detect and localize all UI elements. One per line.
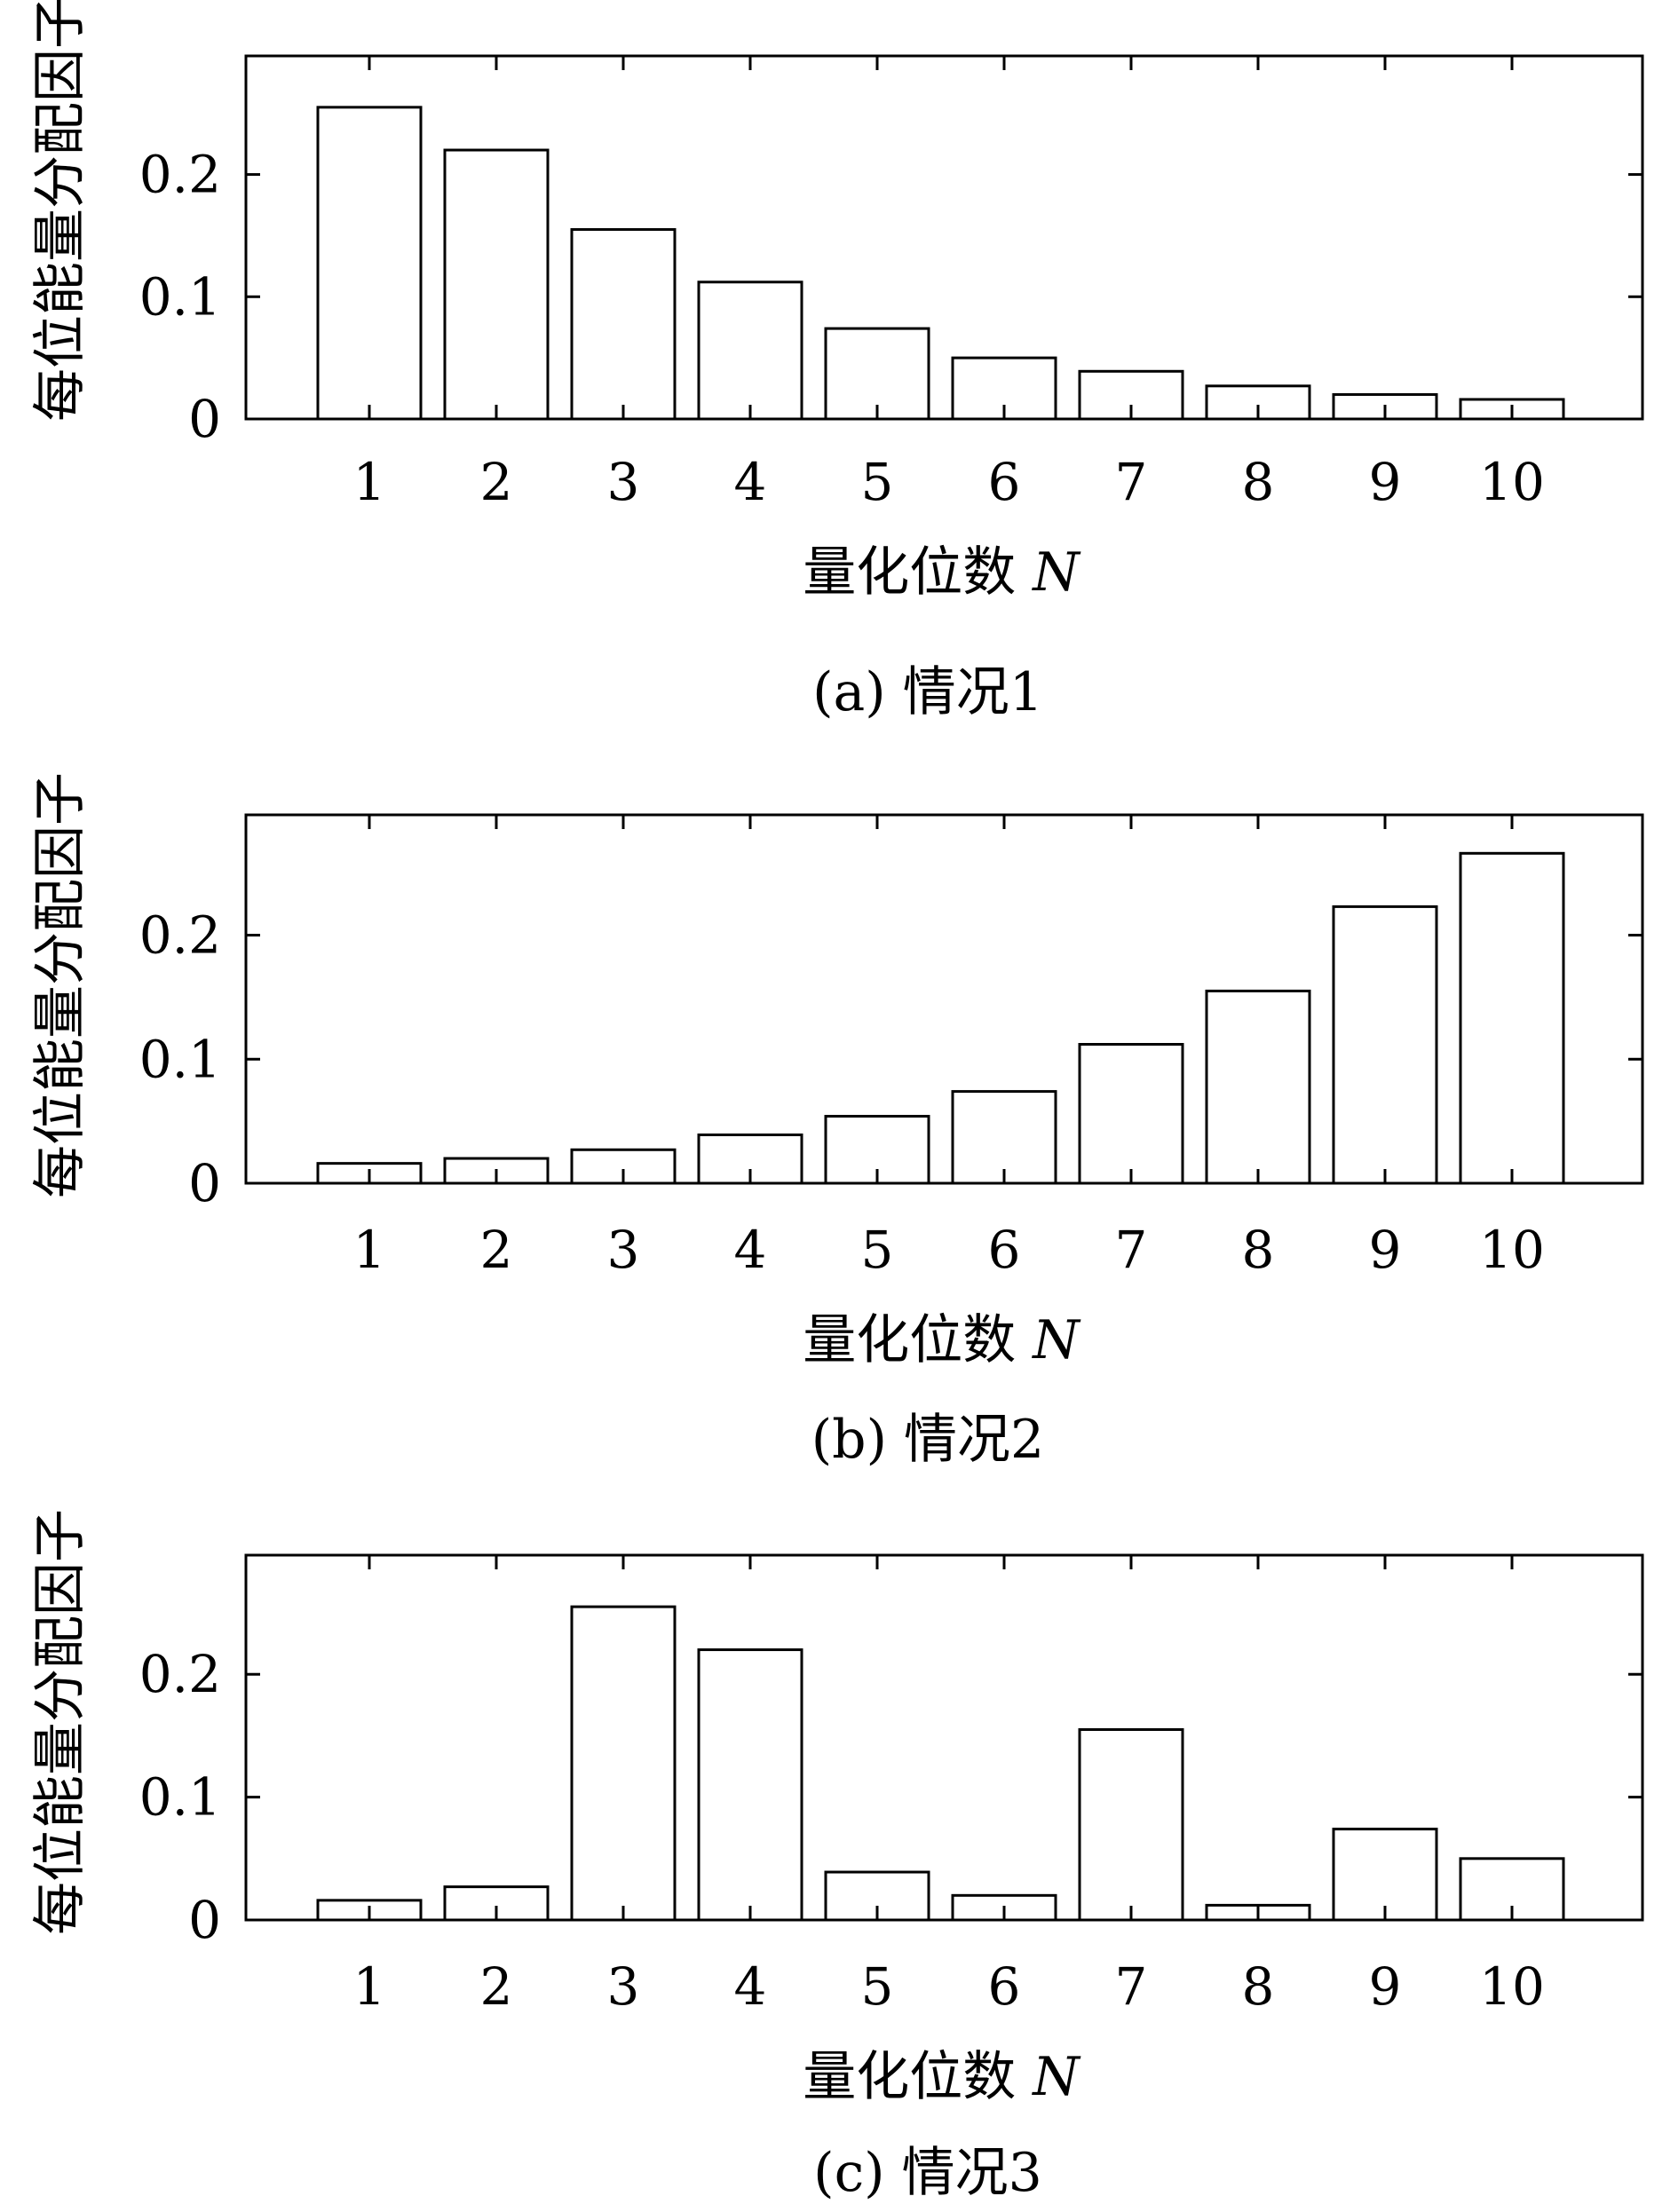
bar-6: [951, 1090, 1057, 1185]
x-tick-label: 1: [353, 1220, 386, 1280]
x-tick-label: 6: [988, 452, 1021, 512]
bar-3: [570, 228, 677, 421]
bar-2: [443, 148, 550, 421]
x-tick-label: 8: [1242, 452, 1275, 512]
x-tick-label: 4: [734, 1956, 767, 2017]
plot-frame: [244, 54, 1644, 421]
x-tick-label: 9: [1369, 1220, 1402, 1280]
x-axis-title-var: N: [1031, 1309, 1081, 1371]
x-axis-title-var: N: [1031, 541, 1081, 604]
x-tick-label: 3: [607, 452, 640, 512]
bar-9: [1332, 1828, 1438, 1922]
y-axis-title: 每位能量分配因子: [29, 0, 91, 422]
y-tick-label: 0: [188, 389, 221, 449]
x-tick-label: 10: [1479, 1220, 1545, 1280]
bar-1: [316, 106, 423, 421]
panel-caption: (c) 情况3: [813, 2142, 1042, 2204]
x-tick-label: 4: [734, 452, 767, 512]
x-axis-title-text: 量化位数: [803, 541, 1033, 604]
bar-7: [1078, 1728, 1184, 1922]
x-axis-title: 量化位数 N: [803, 2046, 1081, 2108]
x-tick-label: 1: [353, 1956, 386, 2017]
x-tick-label: 6: [988, 1956, 1021, 2017]
bar-9: [1332, 905, 1438, 1185]
x-axis-title-text: 量化位数: [803, 1309, 1033, 1371]
bar-5: [824, 327, 930, 421]
y-tick-label: 0.1: [139, 266, 221, 327]
x-tick-label: 5: [861, 1220, 894, 1280]
bar-7: [1078, 1043, 1184, 1185]
x-tick-label: 9: [1369, 1956, 1402, 2017]
x-tick-label: 7: [1115, 1956, 1148, 2017]
x-tick-label: 10: [1479, 1956, 1545, 2017]
bar-3: [570, 1605, 677, 1922]
x-tick-label: 5: [861, 452, 894, 512]
x-tick-label: 9: [1369, 452, 1402, 512]
y-tick-label: 0: [188, 1890, 221, 1950]
panel-caption: (b) 情况2: [811, 1409, 1044, 1471]
x-tick-label: 2: [480, 452, 513, 512]
x-tick-label: 7: [1115, 1220, 1148, 1280]
x-tick-label: 5: [861, 1956, 894, 2017]
bar-8: [1205, 989, 1311, 1185]
y-tick-label: 0.1: [139, 1767, 221, 1828]
x-axis-title: 量化位数 N: [803, 1309, 1081, 1371]
x-tick-label: 7: [1115, 452, 1148, 512]
panel-caption: (a) 情况1: [812, 661, 1043, 723]
x-axis-title-text: 量化位数: [803, 2046, 1033, 2108]
x-tick-label: 6: [988, 1220, 1021, 1280]
y-tick-label: 0.2: [139, 1644, 221, 1704]
x-tick-label: 8: [1242, 1956, 1275, 2017]
y-tick-label: 0: [188, 1153, 221, 1213]
x-tick-label: 1: [353, 452, 386, 512]
y-axis-title: 每位能量分配因子: [29, 772, 91, 1198]
x-axis-title-var: N: [1031, 2046, 1081, 2108]
bar-4: [697, 1648, 803, 1922]
x-tick-label: 8: [1242, 1220, 1275, 1280]
x-tick-label: 2: [480, 1956, 513, 2017]
y-tick-label: 0.2: [139, 145, 221, 205]
x-tick-label: 10: [1479, 452, 1545, 512]
x-tick-label: 2: [480, 1220, 513, 1280]
x-axis-title: 量化位数 N: [803, 541, 1081, 604]
plot-frame: [244, 813, 1644, 1185]
bar-4: [697, 280, 803, 421]
bar-10: [1459, 851, 1565, 1185]
x-tick-label: 4: [734, 1220, 767, 1280]
y-tick-label: 0.1: [139, 1029, 221, 1089]
x-tick-label: 3: [607, 1956, 640, 2017]
y-axis-title: 每位能量分配因子: [29, 1509, 91, 1935]
y-tick-label: 0.2: [139, 905, 221, 966]
plot-frame: [244, 1553, 1644, 1922]
x-tick-label: 3: [607, 1220, 640, 1280]
